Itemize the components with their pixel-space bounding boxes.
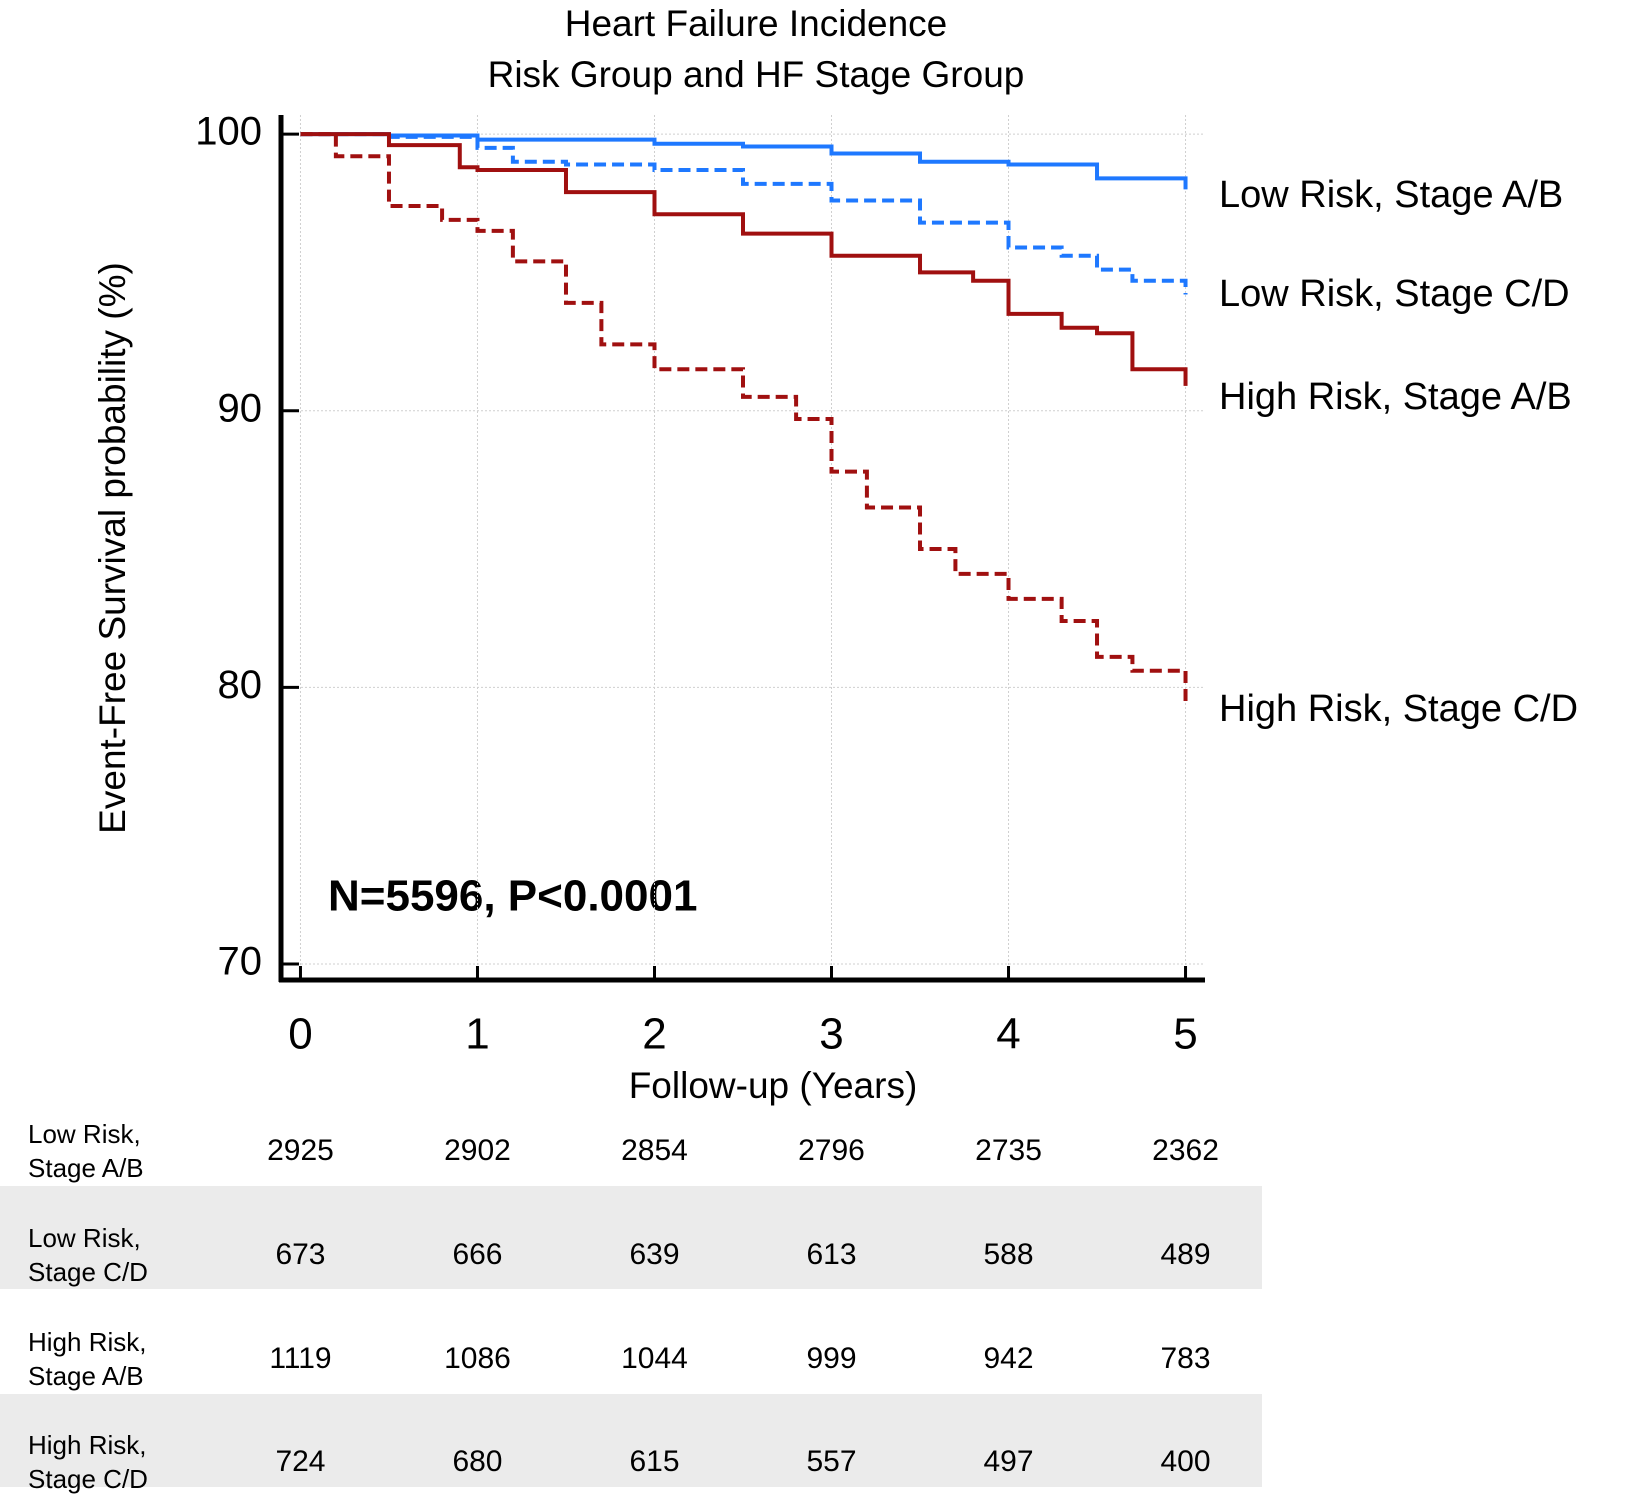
at-risk-count: 942: [983, 1342, 1034, 1375]
at-risk-count: 2796: [798, 1134, 865, 1167]
x-tick-label: 4: [996, 1010, 1020, 1059]
y-tick-label: 80: [218, 663, 263, 707]
curve-label: Low Risk, Stage A/B: [1219, 174, 1563, 216]
survival-curve: [300, 132, 1188, 295]
table-row-label: Low Risk, Stage C/D: [28, 1223, 148, 1287]
at-risk-count: 489: [1160, 1238, 1211, 1271]
x-tick-label: 5: [1173, 1010, 1197, 1059]
survival-curve: [300, 132, 1188, 386]
at-risk-count: 639: [629, 1238, 680, 1271]
survival-curve: [300, 132, 1188, 190]
at-risk-count: 1044: [621, 1342, 688, 1375]
at-risk-count: 2925: [267, 1134, 334, 1167]
curve-label: High Risk, Stage C/D: [1219, 688, 1578, 730]
x-axis-label: Follow-up (Years): [629, 1065, 918, 1106]
at-risk-count: 724: [275, 1445, 326, 1478]
y-axis-label: Event-Free Survival probability (%): [92, 262, 133, 834]
table-row-label: High Risk, Stage A/B: [28, 1327, 147, 1391]
annotation: N=5596, P<0.0001: [328, 872, 697, 921]
at-risk-count: 2362: [1152, 1134, 1219, 1167]
at-risk-count: 2902: [444, 1134, 511, 1167]
at-risk-count: 673: [275, 1238, 326, 1271]
at-risk-count: 613: [806, 1238, 857, 1271]
x-tick-label: 3: [819, 1010, 843, 1059]
survival-curve: [300, 132, 1188, 702]
table-row-shade: [0, 1394, 1262, 1487]
table-row-label: High Risk, Stage C/D: [28, 1430, 148, 1494]
x-tick-label: 0: [288, 1010, 312, 1059]
at-risk-count: 557: [806, 1445, 857, 1478]
curve-label: Low Risk, Stage C/D: [1219, 273, 1570, 315]
at-risk-count: 588: [983, 1238, 1034, 1271]
y-tick-label: 90: [218, 386, 263, 430]
at-risk-count: 999: [806, 1342, 857, 1375]
y-tick-label: 100: [195, 110, 262, 154]
table-row-shade: [0, 1186, 1262, 1289]
at-risk-count: 680: [452, 1445, 503, 1478]
at-risk-count: 400: [1160, 1445, 1211, 1478]
y-tick-label: 70: [218, 940, 263, 984]
at-risk-count: 783: [1160, 1342, 1211, 1375]
at-risk-count: 2735: [975, 1134, 1042, 1167]
at-risk-count: 2854: [621, 1134, 688, 1167]
chart-title: Risk Group and HF Stage Group: [488, 54, 1025, 95]
table-row-label: Low Risk, Stage A/B: [28, 1119, 144, 1183]
x-tick-label: 1: [465, 1010, 489, 1059]
x-tick-label: 2: [642, 1010, 666, 1059]
at-risk-count: 615: [629, 1445, 680, 1478]
at-risk-count: 666: [452, 1238, 503, 1271]
chart-title: Heart Failure Incidence: [565, 3, 948, 44]
at-risk-count: 1086: [444, 1342, 511, 1375]
at-risk-count: 497: [983, 1445, 1034, 1478]
curve-label: High Risk, Stage A/B: [1219, 376, 1572, 418]
at-risk-count: 1119: [269, 1342, 332, 1375]
